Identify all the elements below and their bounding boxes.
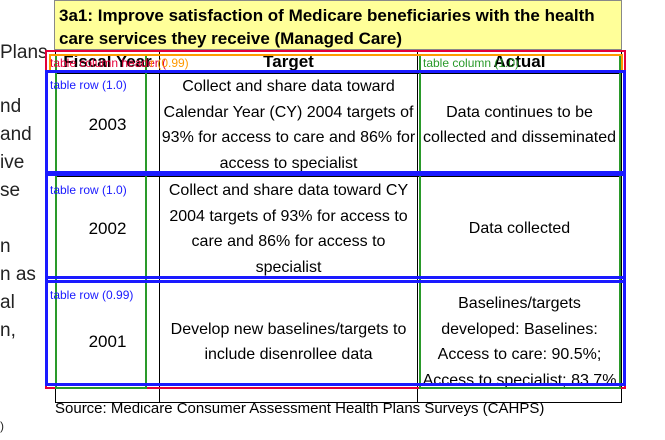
target-cell: Develop new baselines/targets to include… (159, 281, 418, 403)
left-cut-off-text: Plans nd and ive se n n as al n, ) (0, 0, 54, 433)
header-detection-label: table column header ( (50, 56, 167, 70)
left-fragment: n as (0, 264, 36, 285)
left-fragment: nd (0, 96, 22, 117)
left-fragment: ) (0, 419, 4, 433)
row-detection-label: table row (1.0) (50, 78, 127, 92)
table-row: 2003 Collect and share data toward Calen… (55, 73, 622, 177)
header-target: Target (159, 50, 418, 74)
source-note: Source: Medicare Consumer Assessment Hea… (55, 400, 545, 417)
row-detection-label: table row (1.0) (50, 183, 127, 197)
year-cell: 2003 (55, 73, 160, 177)
goal-table: Fiscal Year Target Actual 2003 Collect a… (55, 50, 622, 403)
table-title: 3a1: Improve satisfaction of Medicare be… (54, 0, 622, 50)
target-cell: Collect and share data toward CY 2004 ta… (159, 176, 418, 282)
left-fragment: n, (0, 320, 16, 341)
left-fragment: n (0, 236, 11, 257)
column-detection-label: table column (1.0) (423, 56, 520, 70)
left-fragment: al (0, 292, 15, 313)
actual-cell: Baselines/targets developed: Baselines: … (417, 281, 622, 403)
table-row: 2002 Collect and share data toward CY 20… (55, 176, 622, 282)
left-fragment: Plans (0, 42, 48, 63)
row-detection-label: table row (0.99) (50, 288, 134, 302)
target-cell: Collect and share data toward Calendar Y… (159, 73, 418, 177)
left-fragment: ive (0, 152, 25, 173)
actual-cell: Data collected (417, 176, 622, 282)
header-detection-score: r (0.99) (150, 56, 189, 70)
left-fragment: se (0, 180, 21, 201)
actual-cell: Data continues to be collected and disse… (417, 73, 622, 177)
left-fragment: and (0, 124, 32, 145)
table-row: 2001 Develop new baselines/targets to in… (55, 281, 622, 403)
